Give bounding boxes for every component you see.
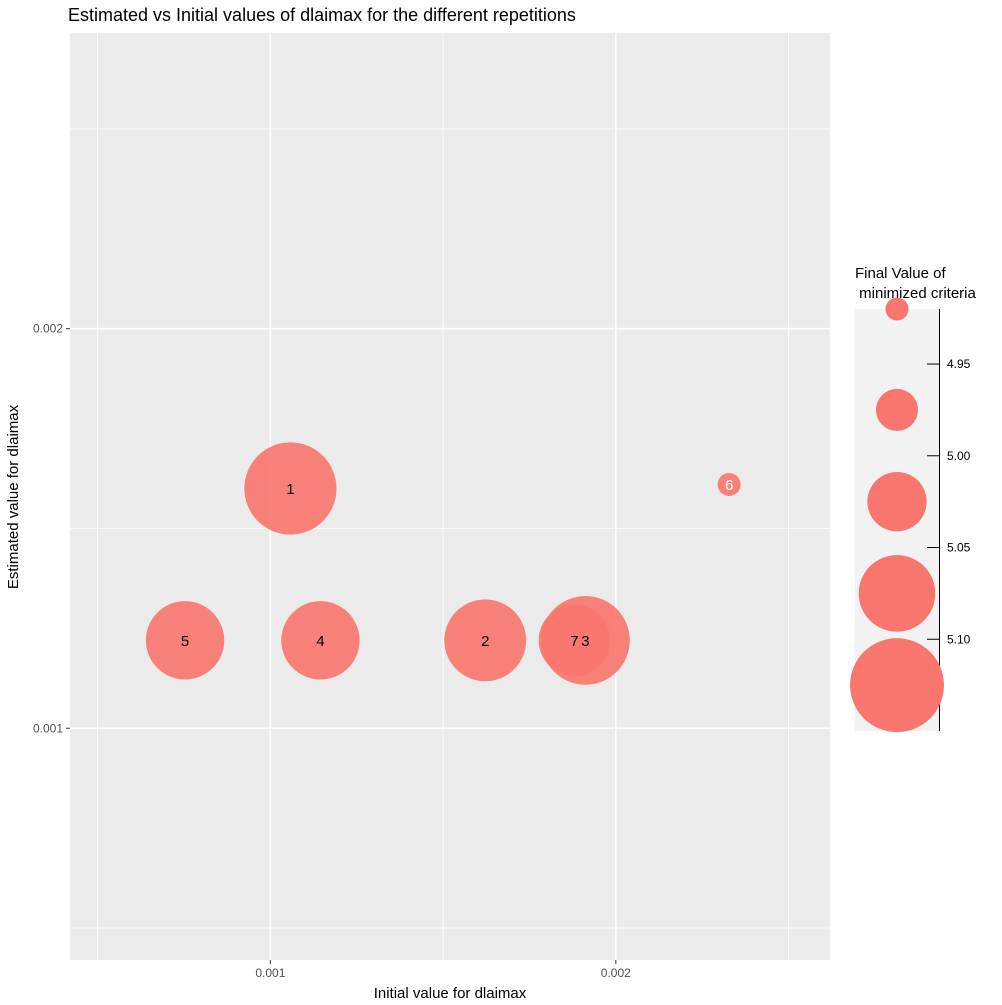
data-point-labels: 1 2 3 4 5 6 7	[181, 477, 733, 650]
y-tick-label: 0.002	[33, 322, 63, 336]
y-tick-label: 0.001	[33, 721, 63, 735]
legend-key-5	[850, 638, 944, 733]
data-point-2	[444, 599, 527, 682]
minor-gridlines	[70, 33, 830, 960]
x-tick-label: 0.001	[255, 966, 285, 980]
legend-tick-label: 5.10	[947, 632, 971, 646]
data-point-5	[145, 601, 225, 680]
y-axis-title: Estimated value for dlaimax	[5, 404, 22, 589]
data-point-7	[538, 604, 611, 677]
legend-title-line-1: Final Value of	[855, 265, 946, 282]
data-label-1: 1	[286, 481, 294, 498]
axes: 0.001 0.002 0.001 0.002	[33, 322, 631, 980]
x-tick-label: 0.002	[601, 966, 631, 980]
data-label-2: 2	[481, 633, 489, 650]
data-points	[145, 442, 741, 685]
chart-title: Estimated vs Initial values of dlaimax f…	[68, 5, 576, 25]
data-label-4: 4	[316, 633, 324, 650]
data-point-1	[244, 442, 337, 535]
data-label-5: 5	[181, 633, 189, 650]
legend-key-3	[867, 471, 927, 532]
size-legend: Final Value of minimized criteria 4.95 5.…	[850, 265, 977, 733]
legend-title-line-2: minimized criteria	[855, 285, 977, 302]
legend-key-2	[875, 388, 919, 431]
legend-key-1	[885, 297, 909, 321]
data-label-3: 3	[581, 633, 589, 650]
data-point-4	[281, 601, 360, 680]
x-axis-title: Initial value for dlaimax	[374, 985, 527, 1002]
legend-tick-label: 5.00	[947, 449, 971, 463]
legend-key-4	[858, 555, 936, 632]
data-label-7: 7	[570, 633, 578, 650]
legend-tick-label: 5.05	[947, 541, 971, 555]
plot-panel	[70, 33, 830, 960]
data-label-6: 6	[725, 477, 733, 494]
data-point-6	[717, 473, 741, 497]
legend-tick-label: 4.95	[947, 357, 971, 371]
